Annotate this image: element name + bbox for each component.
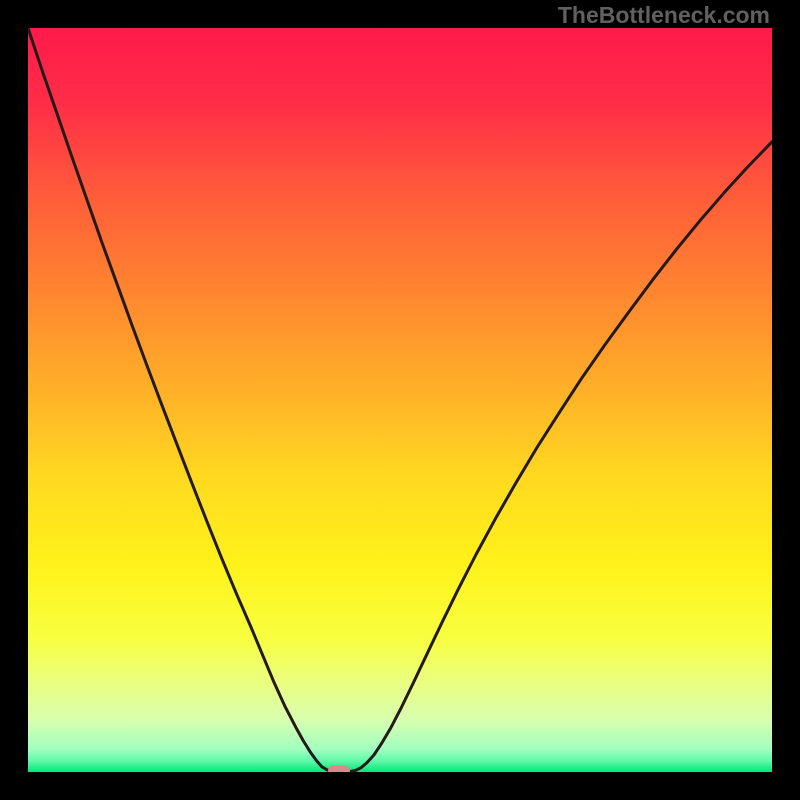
chart-container: TheBottleneck.com [0, 0, 800, 800]
bottleneck-curve [28, 28, 772, 772]
optimum-marker [328, 766, 350, 772]
plot-area [28, 28, 772, 772]
watermark-label: TheBottleneck.com [558, 2, 770, 29]
